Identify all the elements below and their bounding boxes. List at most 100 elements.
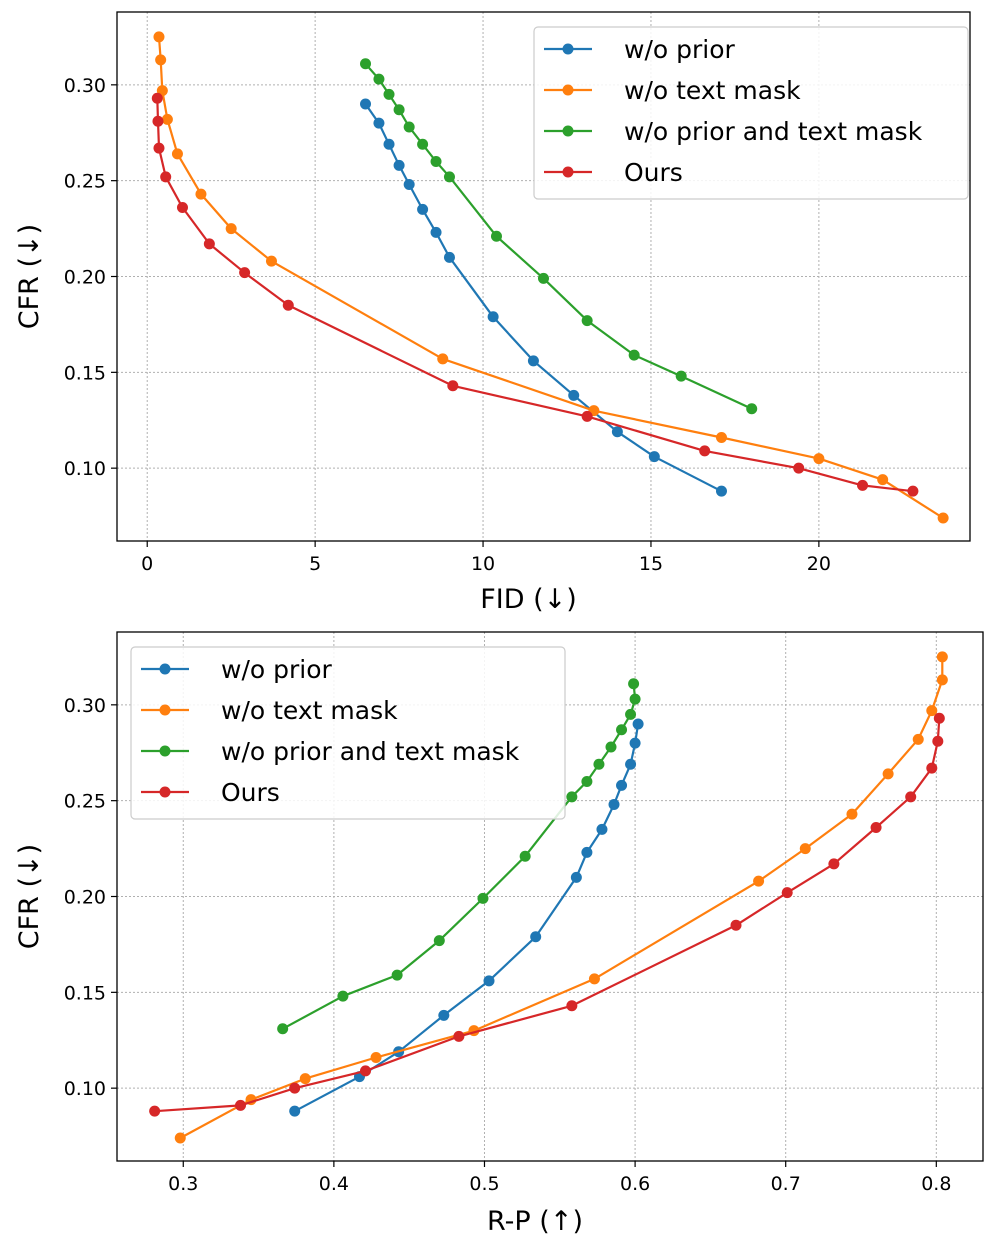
y-tick-label: 0.10 [64,1078,106,1100]
data-point [813,453,825,465]
data-point [383,138,395,150]
data-point [936,651,948,663]
data-point [403,121,415,133]
data-point [625,708,637,720]
data-point [730,919,742,931]
data-point [593,758,605,770]
legend-marker [562,84,574,96]
data-point [568,389,580,401]
data-point [438,1009,450,1021]
data-point [443,171,455,183]
x-tick-label: 0 [141,553,153,575]
data-point [753,875,765,887]
data-point [926,762,938,774]
data-point [277,1023,289,1035]
data-point [616,724,628,736]
y-axis-label: CFR (↓) [14,844,45,949]
data-point [675,370,687,382]
data-point [239,267,251,279]
data-point [632,718,644,730]
data-point [605,741,617,753]
data-point [519,850,531,862]
x-axis-label: R-P (↑) [487,1206,583,1237]
data-point [588,973,600,985]
y-tick-label: 0.30 [64,75,106,97]
data-point [596,823,608,835]
legend-label: Ours [624,158,683,187]
data-point [171,148,183,160]
y-tick-label: 0.20 [64,887,106,909]
data-point [174,1132,186,1144]
data-point [437,353,449,365]
legend-label: w/o prior and text mask [624,117,923,146]
data-point [527,355,539,367]
data-point [483,975,495,987]
series-line [154,718,941,1113]
data-point [337,990,349,1002]
data-point [932,735,944,747]
data-point [581,846,593,858]
data-point [289,1082,301,1094]
data-point [153,142,165,154]
data-point [417,138,429,150]
y-tick-label: 0.25 [64,171,106,193]
data-point [403,179,415,190]
y-tick-label: 0.30 [64,695,106,717]
chart-2: 0.3 0.4 0.5 0.6 0.7 0.8 0.10 0.15 0.20 0.25 0.30 R-… [14,631,984,1237]
data-point [195,188,207,200]
legend-label: w/o prior and text mask [221,737,520,766]
data-point [225,223,237,235]
legend-marker [562,166,574,178]
data-point [160,171,172,183]
series-w-o-prior-and-text-mask [277,678,641,1035]
data-point [393,159,405,171]
legend-marker [159,786,171,798]
data-point [566,1000,578,1012]
data-point [161,113,173,125]
data-point [155,54,167,66]
legend-label: w/o prior [221,655,333,684]
data-point [391,969,403,981]
data-point [625,758,637,770]
x-tick-label: 10 [471,553,495,575]
x-axis-label: FID (↓) [480,584,577,615]
series-ours [149,712,945,1117]
data-point [176,202,188,213]
data-point [629,693,641,705]
x-tick-label: 0.3 [168,1173,198,1195]
legend-marker [159,663,171,675]
data-point [581,410,593,422]
data-point [570,871,582,883]
data-point [933,712,945,724]
data-point [629,737,641,749]
data-point [360,98,372,110]
series-w-o-prior [360,98,727,497]
data-point [648,451,660,463]
x-tick-label: 0.7 [771,1173,801,1195]
data-point [360,1065,372,1077]
data-point [581,776,593,787]
y-tick-label: 0.15 [64,362,106,384]
data-point [153,31,165,43]
data-point [566,791,578,803]
data-point [538,272,549,284]
data-point [628,349,640,361]
data-point [608,799,620,810]
data-point [234,1099,246,1111]
data-point [581,315,593,327]
data-point [417,203,429,215]
series-w-o-text-mask [174,651,948,1144]
x-tick-label: 0.5 [469,1173,499,1195]
legend-marker [562,125,574,137]
data-point [781,887,793,899]
data-point [846,808,858,820]
data-point [152,115,164,127]
legend-label: w/o prior [624,35,736,64]
data-point [828,858,840,870]
legend-box [130,646,566,820]
y-tick-label: 0.15 [64,982,106,1004]
legend: w/o prior w/o text mask w/o prior and text… [533,26,969,200]
data-point [289,1105,301,1117]
data-point [616,779,628,791]
data-point [905,791,917,803]
